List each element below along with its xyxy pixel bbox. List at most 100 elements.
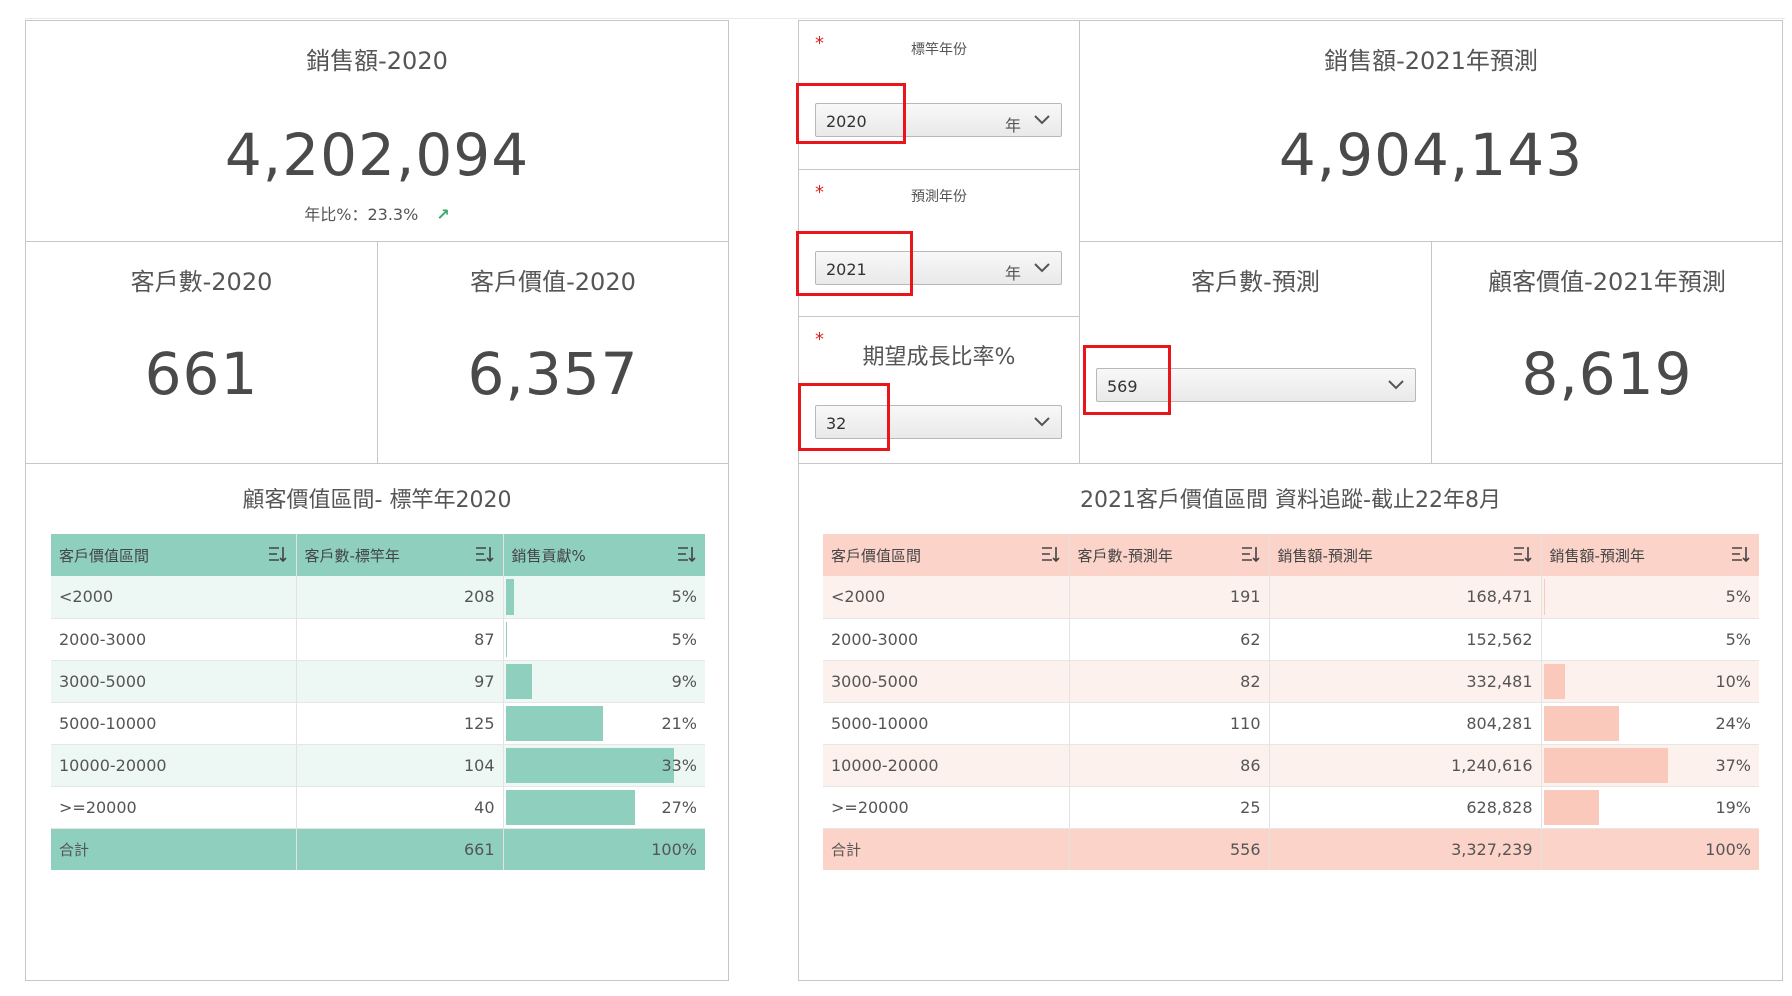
- table-row: 3000-5000 82 332,481 10%: [823, 660, 1759, 703]
- range-cell: >=20000: [823, 786, 1070, 829]
- table-header-row: 客戶價值區間 客戶數-標竿年 銷售貢獻%: [51, 534, 705, 576]
- range-cell: 3000-5000: [823, 660, 1070, 703]
- kpi-value: 661: [144, 340, 259, 408]
- pct-label: 9%: [671, 671, 697, 691]
- sort-icon[interactable]: [677, 545, 697, 563]
- table-row: 5000-10000 125 21%: [51, 702, 705, 745]
- kpi-title: 銷售額-2020: [306, 47, 448, 75]
- sales-cell: 628,828: [1269, 786, 1542, 829]
- sort-icon[interactable]: [1041, 545, 1061, 563]
- kpi-card-customers-forecast: 客戶數-預測 569: [1079, 241, 1432, 464]
- table-card-tracking: 2021客戶價值區間 資料追蹤-截止22年8月 客戶價值區間 客戶數-預測年 銷…: [798, 463, 1783, 981]
- table-title: 顧客價值區間- 標竿年2020: [242, 488, 512, 513]
- column-header[interactable]: 銷售額-預測年: [1269, 534, 1542, 576]
- column-header-label: 銷售額-預測年: [1277, 546, 1373, 565]
- sales-cell: 332,481: [1269, 660, 1542, 703]
- table-header-row: 客戶價值區間 客戶數-預測年 銷售額-預測年 銷售額-預測年: [823, 534, 1759, 576]
- table-row: 5000-10000 110 804,281 24%: [823, 702, 1759, 745]
- pct-label: 24%: [1715, 713, 1751, 733]
- column-header[interactable]: 銷售貢獻%: [503, 534, 705, 576]
- count-cell: 25: [1069, 786, 1270, 829]
- count-cell: 87: [296, 618, 504, 661]
- pct-bar: [505, 621, 508, 657]
- pct-bar: [505, 663, 533, 699]
- column-header-label: 客戶數-標竿年: [304, 546, 400, 565]
- kpi-value: 8,619: [1521, 340, 1693, 408]
- column-header[interactable]: 客戶價值區間: [51, 534, 297, 576]
- base-year-select[interactable]: 2020 年: [815, 103, 1062, 137]
- chevron-down-icon[interactable]: [1031, 258, 1053, 278]
- pct-bar: [1543, 705, 1620, 741]
- highlight-box: [1083, 345, 1171, 415]
- column-header[interactable]: 客戶數-預測年: [1069, 534, 1270, 576]
- param-label: 期望成長比率%: [862, 345, 1016, 370]
- column-header[interactable]: 銷售額-預測年: [1541, 534, 1759, 576]
- table-title: 2021客戶價值區間 資料追蹤-截止22年8月: [1080, 488, 1501, 513]
- customer-count-select[interactable]: 569: [1096, 368, 1416, 402]
- select-value: 32: [826, 414, 847, 433]
- select-value: 2020: [826, 112, 867, 131]
- range-cell: 10000-20000: [51, 744, 297, 787]
- count-cell: 125: [296, 702, 504, 745]
- sort-icon[interactable]: [268, 545, 288, 563]
- pct-label: 10%: [1715, 671, 1751, 691]
- range-cell: 5000-10000: [823, 702, 1070, 745]
- kpi-value: 4,904,143: [1278, 121, 1584, 189]
- param-card-base-year: * 標竿年份 2020 年: [798, 20, 1080, 170]
- column-header-label: 客戶價值區間: [59, 546, 150, 565]
- kpi-value: 4,202,094: [224, 121, 530, 189]
- kpi-card-value-2020: 客戶價值-2020 6,357: [377, 241, 729, 464]
- total-pct: 100%: [503, 828, 705, 870]
- chevron-down-icon[interactable]: [1385, 375, 1407, 395]
- sales-cell: 168,471: [1269, 576, 1542, 619]
- pct-cell: 5%: [503, 576, 705, 619]
- param-label: 標竿年份: [911, 42, 967, 58]
- column-header-label: 客戶數-預測年: [1077, 546, 1173, 565]
- column-header[interactable]: 客戶數-標竿年: [296, 534, 504, 576]
- sort-icon[interactable]: [1731, 545, 1751, 563]
- required-mark: *: [815, 329, 824, 350]
- range-cell: 5000-10000: [51, 702, 297, 745]
- sort-icon[interactable]: [475, 545, 495, 563]
- growth-rate-select[interactable]: 32: [815, 405, 1062, 439]
- count-cell: 191: [1069, 576, 1270, 619]
- pct-cell: 21%: [503, 702, 705, 745]
- select-unit: 年: [1004, 264, 1021, 283]
- count-cell: 97: [296, 660, 504, 703]
- column-header[interactable]: 客戶價值區間: [823, 534, 1070, 576]
- param-card-growth-rate: * 期望成長比率% 32: [798, 316, 1080, 464]
- table-row: 3000-5000 97 9%: [51, 660, 705, 703]
- chevron-down-icon[interactable]: [1031, 412, 1053, 432]
- table-row: >=20000 25 628,828 19%: [823, 786, 1759, 829]
- sort-icon[interactable]: [1241, 545, 1261, 563]
- total-count: 661: [296, 828, 504, 870]
- pct-bar: [505, 747, 674, 783]
- range-cell: 2000-3000: [823, 618, 1070, 661]
- range-cell: 3000-5000: [51, 660, 297, 703]
- sales-cell: 804,281: [1269, 702, 1542, 745]
- sort-icon[interactable]: [1513, 545, 1533, 563]
- kpi-card-customers-2020: 客戶數-2020 661: [25, 241, 378, 464]
- pct-cell: 5%: [503, 618, 705, 661]
- total-row: 合計 556 3,327,239 100%: [823, 828, 1759, 870]
- chevron-down-icon[interactable]: [1031, 110, 1053, 130]
- count-cell: 86: [1069, 744, 1270, 787]
- table-row: <2000 208 5%: [51, 576, 705, 619]
- pct-cell: 33%: [503, 744, 705, 787]
- total-label: 合計: [51, 828, 297, 870]
- table-card-benchmark: 顧客價值區間- 標竿年2020 客戶價值區間 客戶數-標竿年 銷售貢獻% <20…: [25, 463, 729, 981]
- table-row: 10000-20000 104 33%: [51, 744, 705, 787]
- trend-up-icon: ↗: [436, 205, 450, 224]
- table-row: 2000-3000 87 5%: [51, 618, 705, 661]
- total-sales: 3,327,239: [1269, 828, 1542, 870]
- count-cell: 208: [296, 576, 504, 619]
- pct-cell: 9%: [503, 660, 705, 703]
- kpi-title: 客戶價值-2020: [470, 268, 636, 296]
- forecast-year-select[interactable]: 2021 年: [815, 251, 1062, 285]
- param-label: 預測年份: [911, 189, 967, 205]
- range-cell: 10000-20000: [823, 744, 1070, 787]
- sales-cell: 1,240,616: [1269, 744, 1542, 787]
- pct-label: 5%: [1725, 587, 1751, 607]
- pct-cell: 27%: [503, 786, 705, 829]
- pct-bar: [1543, 663, 1565, 699]
